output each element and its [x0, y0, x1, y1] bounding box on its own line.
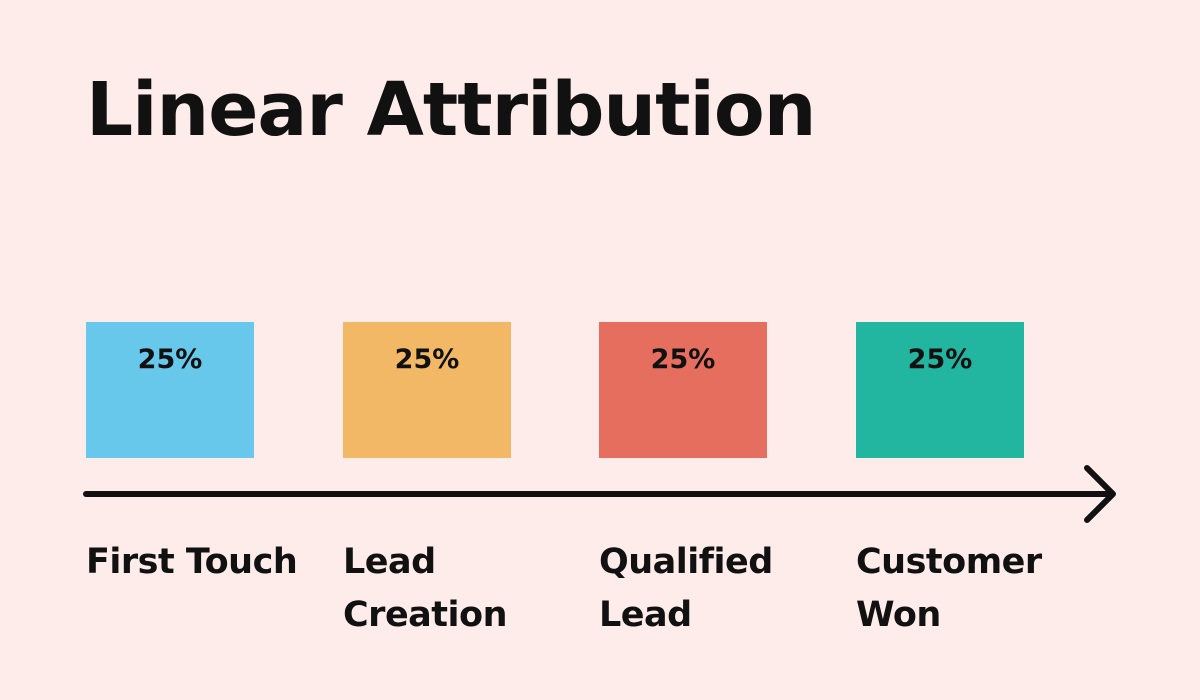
stage-box-first-touch: 25%: [86, 322, 254, 458]
stage-label-lead-creation: Lead Creation: [343, 542, 508, 635]
stage-percent: 25%: [394, 344, 460, 375]
stage-box-qualified-lead: 25%: [599, 322, 767, 458]
arrow-head-icon: [1084, 465, 1116, 523]
stage-label-qualified-lead: Qualified Lead: [599, 542, 773, 635]
stage-box-lead-creation: 25%: [343, 322, 511, 458]
timeline-arrow: [83, 465, 1116, 523]
stage-label-first-touch: First Touch: [86, 542, 298, 582]
stage-percent: 25%: [907, 344, 973, 375]
page-title: Linear Attribution: [86, 67, 816, 153]
stage-label-customer-won: Customer Won: [856, 542, 1042, 635]
stage-box-customer-won: 25%: [856, 322, 1024, 458]
stage-percent: 25%: [137, 344, 203, 375]
stage-percent: 25%: [650, 344, 716, 375]
